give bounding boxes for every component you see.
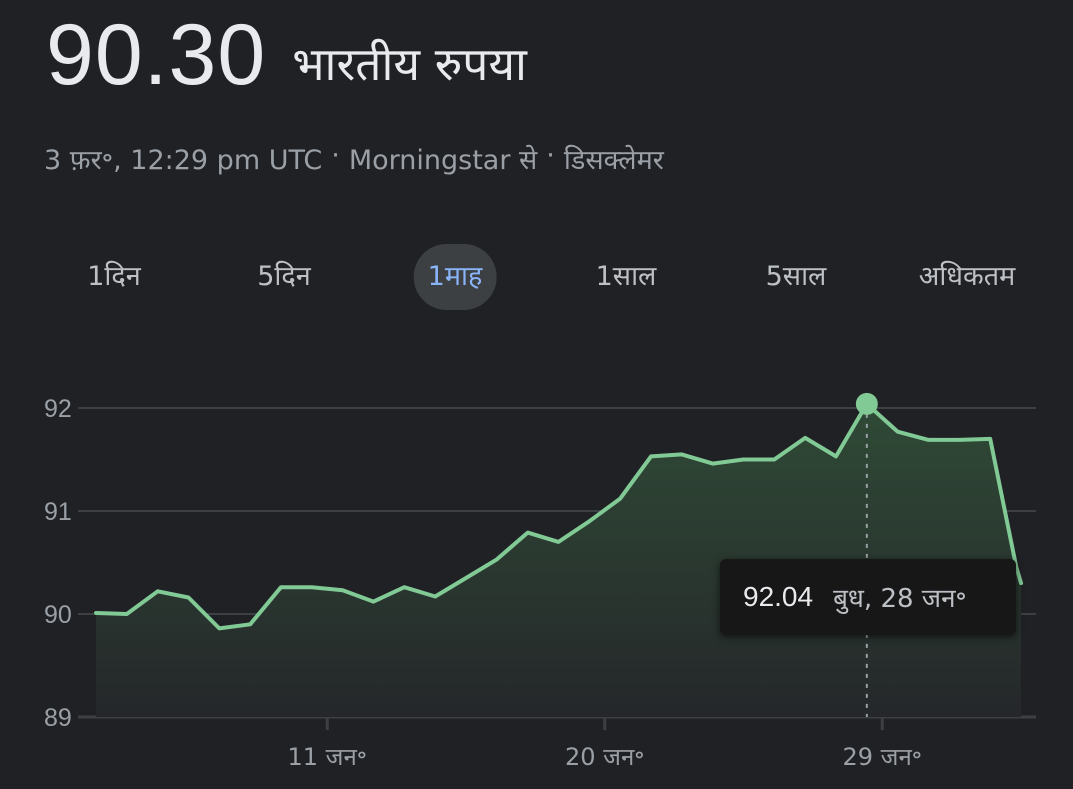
tab-1-day[interactable]: 1दिन xyxy=(87,261,141,292)
range-tabs: 1दिन 5दिन 1माह 1साल 5साल अधिकतम xyxy=(0,244,1073,310)
header: 90.30 भारतीय रुपया xyxy=(46,6,527,105)
tab-1-month[interactable]: 1माह xyxy=(413,244,497,310)
tab-1-year[interactable]: 1साल xyxy=(595,261,657,292)
highlight-point xyxy=(855,392,878,415)
price-subtitle: 3 फ़र॰, 12:29 pm UTC · Morningstar से · … xyxy=(44,140,664,177)
x-tick-label: 29 जन॰ xyxy=(842,743,922,771)
x-axis: 11 जन॰ 20 जन॰ 29 जन॰ xyxy=(287,717,922,771)
x-tick-label: 20 जन॰ xyxy=(565,743,645,771)
tooltip-value: 92.04 xyxy=(743,581,814,612)
separator: · xyxy=(546,140,555,171)
separator: · xyxy=(331,140,340,171)
current-price: 90.30 xyxy=(46,7,267,103)
y-tick-label: 92 xyxy=(44,395,72,423)
value-tooltip: 92.04 बुध, 28 जन॰ xyxy=(720,559,1016,635)
tab-5-year[interactable]: 5साल xyxy=(765,261,827,292)
currency-name: भारतीय रुपया xyxy=(292,37,527,91)
tab-max[interactable]: अधिकतम xyxy=(918,261,1016,292)
tooltip-date: बुध, 28 जन॰ xyxy=(833,584,967,614)
y-tick-label: 89 xyxy=(44,704,72,732)
timestamp: 3 फ़र॰, 12:29 pm UTC xyxy=(44,145,323,176)
price-line xyxy=(94,401,1023,631)
x-tick-label: 11 जन॰ xyxy=(287,743,367,771)
data-source: Morningstar से xyxy=(348,145,538,176)
tab-5-day[interactable]: 5दिन xyxy=(257,261,311,292)
price-chart[interactable]: 92 91 90 89 11 जन॰ 20 जन॰ 29 जन॰ xyxy=(0,330,1073,789)
disclaimer-link[interactable]: डिसक्लेमर xyxy=(563,145,664,176)
price-area-fill xyxy=(96,403,1021,717)
y-tick-label: 91 xyxy=(44,498,72,526)
y-tick-label: 90 xyxy=(44,601,72,629)
y-axis-labels: 92 91 90 89 xyxy=(44,395,72,732)
